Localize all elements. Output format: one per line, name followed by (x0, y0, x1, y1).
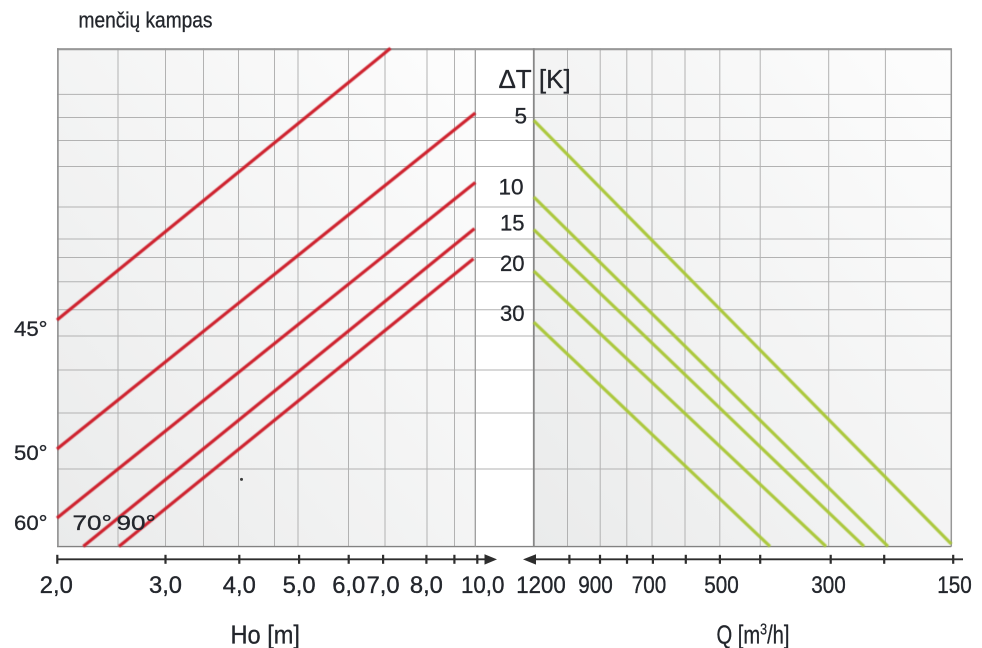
svg-text:150: 150 (937, 572, 972, 599)
svg-text:20: 20 (500, 251, 524, 276)
svg-text:5,0: 5,0 (283, 572, 316, 599)
svg-text:70°: 70° (73, 511, 113, 535)
svg-text:45°: 45° (14, 317, 48, 341)
svg-text:50°: 50° (14, 441, 48, 465)
svg-text:4,0: 4,0 (223, 572, 256, 599)
svg-text:700: 700 (632, 572, 667, 599)
svg-text:15: 15 (500, 210, 524, 235)
svg-text:ΔT: ΔT (498, 64, 531, 94)
svg-text:60°: 60° (14, 511, 48, 535)
svg-text:30: 30 (500, 301, 524, 326)
svg-text:500: 500 (704, 572, 739, 599)
svg-text:10: 10 (498, 175, 523, 200)
svg-text:10,0: 10,0 (461, 572, 505, 599)
svg-text:3,0: 3,0 (149, 572, 182, 599)
svg-text:8,0: 8,0 (410, 572, 443, 599)
svg-text:2,0: 2,0 (40, 572, 73, 599)
svg-text:6,0: 6,0 (332, 572, 365, 599)
svg-text:[K]: [K] (539, 64, 571, 94)
svg-text:900: 900 (578, 572, 613, 599)
svg-text:Ho [m]: Ho [m] (231, 620, 301, 648)
svg-text:90°: 90° (117, 511, 157, 535)
svg-text:menčių kampas: menčių kampas (79, 8, 213, 33)
svg-text:7,0: 7,0 (367, 572, 400, 599)
svg-text:1200: 1200 (516, 572, 566, 599)
svg-text:Q [m3/h]: Q [m3/h] (717, 620, 790, 648)
svg-text:5: 5 (514, 104, 527, 129)
svg-text:300: 300 (811, 572, 846, 599)
